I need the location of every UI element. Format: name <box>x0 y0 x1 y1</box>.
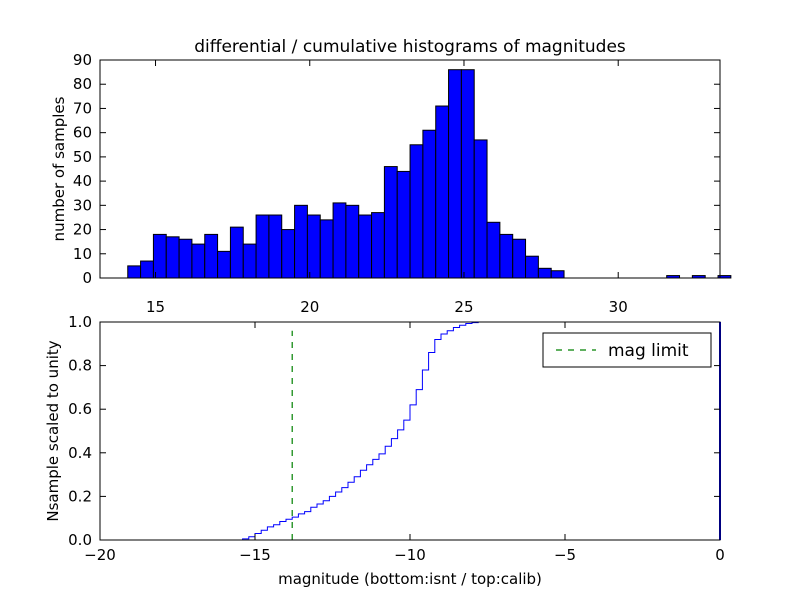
histogram-bar <box>255 214 270 279</box>
cumulative-x-ticks: −20 −15 −10 −5 0 <box>84 322 725 564</box>
y-tick-label: 1.0 <box>68 313 92 331</box>
histogram-bar <box>460 69 475 279</box>
histogram-bar <box>550 270 565 279</box>
x-tick-label: 20 <box>300 298 319 316</box>
x-tick-label: −10 <box>394 546 426 564</box>
histogram-bar <box>345 204 360 279</box>
histogram-bar <box>512 238 527 279</box>
histogram-bar <box>525 255 539 279</box>
histogram-bar <box>140 260 154 279</box>
legend: mag limit <box>542 332 712 368</box>
histogram-bar <box>435 105 450 279</box>
histogram-bar <box>409 144 424 279</box>
cumulative-panel: 0.0 0.2 0.4 0.6 0.8 1.0 −20 −15 −10 −5 0 Nsample … <box>44 313 725 588</box>
histogram-bar <box>717 275 732 279</box>
x-tick-label: 30 <box>609 298 628 316</box>
legend-mag-limit-label: mag limit <box>608 341 689 361</box>
histogram-bar <box>268 214 283 279</box>
cumulative-y-ticks: 0.0 0.2 0.4 0.6 0.8 1.0 <box>68 313 720 549</box>
histogram-bar <box>537 267 552 279</box>
histogram-x-ticks: 15 20 25 30 <box>146 60 628 316</box>
y-tick-label: 80 <box>73 75 92 93</box>
histogram-y-ticks: 0 10 20 30 40 50 60 70 80 90 <box>73 51 720 287</box>
histogram-bar <box>371 212 385 279</box>
y-tick-label: 60 <box>73 124 92 142</box>
histogram-bar <box>396 170 411 279</box>
histogram-bar <box>242 243 257 279</box>
histogram-bar <box>422 129 437 279</box>
histogram-bar <box>499 233 514 279</box>
x-tick-label: 0 <box>715 546 725 564</box>
cumulative-x-axis-label: magnitude (bottom:isnt / top:calib) <box>278 570 542 588</box>
y-tick-label: 0.8 <box>68 357 92 375</box>
histogram-panel: differential / cumulative histograms of … <box>50 37 732 316</box>
histogram-bar <box>332 202 347 279</box>
histogram-bar <box>165 236 180 279</box>
x-tick-label: 25 <box>454 298 473 316</box>
y-tick-label: 0.4 <box>68 444 92 462</box>
histogram-bar <box>473 139 488 279</box>
x-tick-label: 15 <box>146 298 165 316</box>
histogram-y-axis-label: number of samples <box>50 96 68 241</box>
histogram-bar <box>383 166 398 279</box>
histogram-bar <box>319 219 334 279</box>
histogram-bar <box>358 214 373 279</box>
cumulative-y-axis-label: Nsample scaled to unity <box>44 340 62 521</box>
histogram-bars <box>127 69 732 279</box>
histogram-bar <box>306 214 321 279</box>
chart-title: differential / cumulative histograms of … <box>194 37 626 57</box>
x-tick-label: −20 <box>84 546 116 564</box>
y-tick-label: 90 <box>73 51 92 69</box>
y-tick-label: 0.6 <box>68 400 92 418</box>
y-tick-label: 0.0 <box>68 531 92 549</box>
histogram-bar <box>178 238 193 279</box>
histogram-bar <box>127 265 142 279</box>
histogram-axes-frame <box>99 59 721 279</box>
y-tick-label: 10 <box>73 245 92 263</box>
histogram-bar <box>152 233 167 279</box>
histogram-bar <box>217 250 231 279</box>
histogram-bar <box>281 229 296 279</box>
y-tick-label: 20 <box>73 221 92 239</box>
histogram-bar <box>448 69 462 279</box>
cumulative-step-line <box>100 321 720 541</box>
y-tick-label: 70 <box>73 99 92 117</box>
histogram-bar <box>229 226 244 279</box>
y-tick-label: 0 <box>82 269 92 287</box>
x-tick-label: −15 <box>239 546 271 564</box>
histogram-bar <box>191 243 206 279</box>
y-tick-label: 0.2 <box>68 487 92 505</box>
y-tick-label: 50 <box>73 148 92 166</box>
y-tick-label: 30 <box>73 196 92 214</box>
y-tick-label: 40 <box>73 172 92 190</box>
histogram-bar <box>294 204 308 279</box>
histogram-bar <box>486 221 501 279</box>
x-tick-label: −5 <box>554 546 576 564</box>
histogram-bar <box>204 233 219 279</box>
